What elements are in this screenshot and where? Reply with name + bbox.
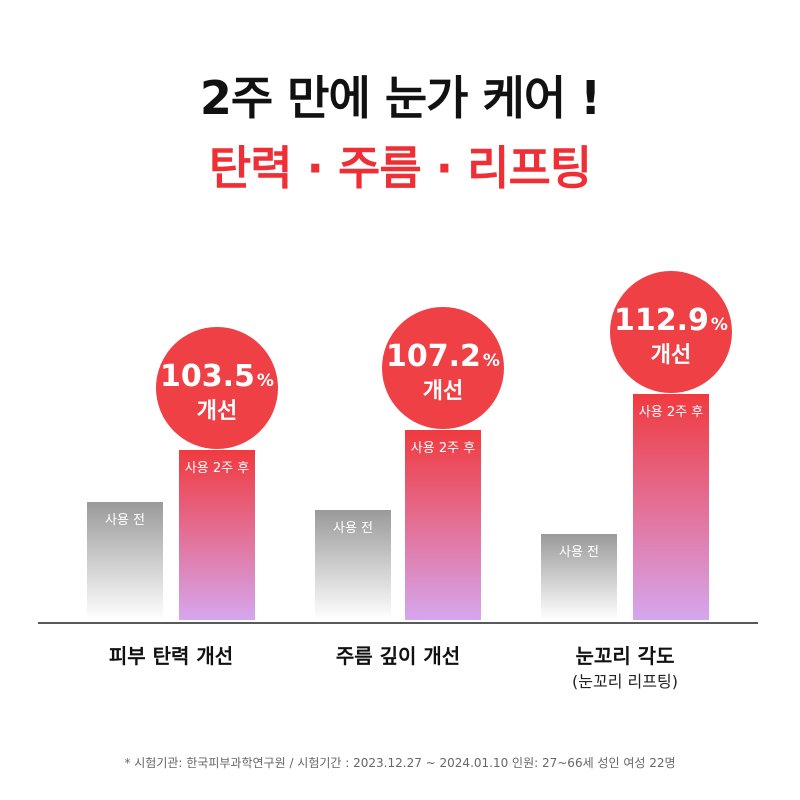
bar-before-label-3: 사용 전 (559, 545, 599, 560)
badge-value: 112.9% (614, 303, 728, 338)
bar-after-label-1: 사용 2주 후 (185, 461, 249, 476)
bar-before-1 (87, 502, 163, 620)
improvement-badge-1: 103.5 % 개선 (156, 327, 278, 449)
category-sublabel-3: (눈꼬리 리프팅) (572, 672, 678, 691)
badge-circle (156, 327, 278, 449)
badge-label: 개선 (651, 343, 691, 368)
footnote: * 시험기관: 한국피부과학연구원 / 시험기간 : 2023.12.27 ~ … (124, 756, 676, 770)
bar-after-3 (633, 394, 709, 620)
bar-after-1 (179, 450, 255, 620)
category-label-3: 눈꼬리 각도 (576, 644, 675, 668)
badge-label: 개선 (423, 379, 463, 404)
bar-before-label-1: 사용 전 (105, 513, 145, 528)
improvement-badge-3: 112.9 % 개선 (610, 271, 732, 393)
improvement-badge-2: 107.2 % 개선 (382, 307, 504, 429)
page-title: 2주 만에 눈가 케어 ! (199, 71, 601, 125)
badge-value: 107.2% (386, 339, 500, 374)
badge-circle (610, 271, 732, 393)
bar-before-2 (315, 510, 391, 620)
bar-after-label-3: 사용 2주 후 (639, 405, 703, 420)
category-label-1: 피부 탄력 개선 (109, 644, 233, 668)
bar-after-2 (405, 430, 481, 620)
badge-label: 개선 (197, 399, 237, 424)
category-label-2: 주름 깊이 개선 (336, 644, 460, 668)
badge-circle (382, 307, 504, 429)
badge-value: 103.5% (160, 359, 274, 394)
page-subtitle: 탄력 · 주름 · 리프팅 (208, 141, 592, 195)
bar-before-3 (541, 534, 617, 620)
bar-after-label-2: 사용 2주 후 (411, 441, 475, 456)
bar-before-label-2: 사용 전 (333, 521, 373, 536)
